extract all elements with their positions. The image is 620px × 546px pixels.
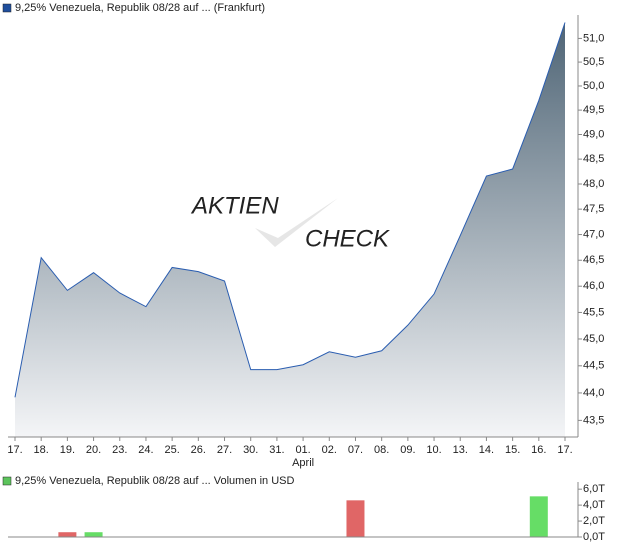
x-tick-label: 18. [34, 444, 49, 456]
x-tick-label: 02. [322, 444, 337, 456]
x-tick-label: 17. [557, 444, 572, 456]
x-tick-label: 24. [138, 444, 153, 456]
y-tick-label: 48,5 [583, 153, 604, 165]
x-tick-label: 27. [217, 444, 232, 456]
y-tick-label: 4,0T [583, 499, 605, 511]
watermark: AKTIEN [190, 192, 279, 219]
y-tick-label: 51,0 [583, 32, 604, 44]
y-tick-label: 44,0 [583, 387, 604, 399]
x-tick-label: 17. [7, 444, 22, 456]
volume-bar [529, 496, 548, 537]
volume-bar [346, 500, 365, 537]
price-line [14, 22, 566, 398]
y-tick-label: 49,5 [583, 104, 604, 116]
x-tick-label: 08. [374, 444, 389, 456]
x-tick-label: 23. [112, 444, 127, 456]
x-tick-label: 30. [243, 444, 258, 456]
y-tick-label: 2,0T [583, 515, 605, 527]
y-tick-label: 50,5 [583, 56, 604, 68]
y-tick-label: 44,5 [583, 360, 604, 372]
y-tick-label: 0,0T [583, 531, 605, 543]
legend-label: 9,25% Venezuela, Republik 08/28 auf ... … [15, 475, 295, 487]
y-tick-label: 47,5 [583, 203, 604, 215]
x-tick-label: 19. [60, 444, 75, 456]
y-tick-label: 46,5 [583, 254, 604, 266]
y-tick-label: 43,5 [583, 414, 604, 426]
x-tick-label: 20. [86, 444, 101, 456]
x-tick-label: 15. [505, 444, 520, 456]
x-tick-label: 31. [269, 444, 284, 456]
x-tick-label: 14. [479, 444, 494, 456]
y-tick-label: 6,0T [583, 483, 605, 495]
y-tick-label: 48,0 [583, 178, 604, 190]
y-tick-label: 49,0 [583, 128, 604, 140]
y-tick-label: 47,0 [583, 228, 604, 240]
x-tick-label: 16. [531, 444, 546, 456]
y-tick-label: 46,0 [583, 280, 604, 292]
x-tick-label: 26. [191, 444, 206, 456]
legend-swatch [2, 476, 12, 486]
y-tick-label: 50,0 [583, 80, 604, 92]
legend-swatch [2, 3, 12, 13]
x-tick-label: 01. [295, 444, 310, 456]
x-tick-label: 13. [453, 444, 468, 456]
y-tick-label: 45,0 [583, 333, 604, 345]
y-tick-label: 45,5 [583, 306, 604, 318]
x-tick-label: 09. [400, 444, 415, 456]
volume-bar [84, 532, 103, 537]
x-month-label: April [292, 457, 314, 469]
volume-bar [58, 532, 77, 537]
legend-label: 9,25% Venezuela, Republik 08/28 auf ... … [15, 2, 265, 14]
x-tick-label: 10. [426, 444, 441, 456]
price-area [15, 22, 565, 437]
watermark: CHECK [305, 225, 390, 252]
x-tick-label: 07. [348, 444, 363, 456]
x-tick-label: 25. [164, 444, 179, 456]
